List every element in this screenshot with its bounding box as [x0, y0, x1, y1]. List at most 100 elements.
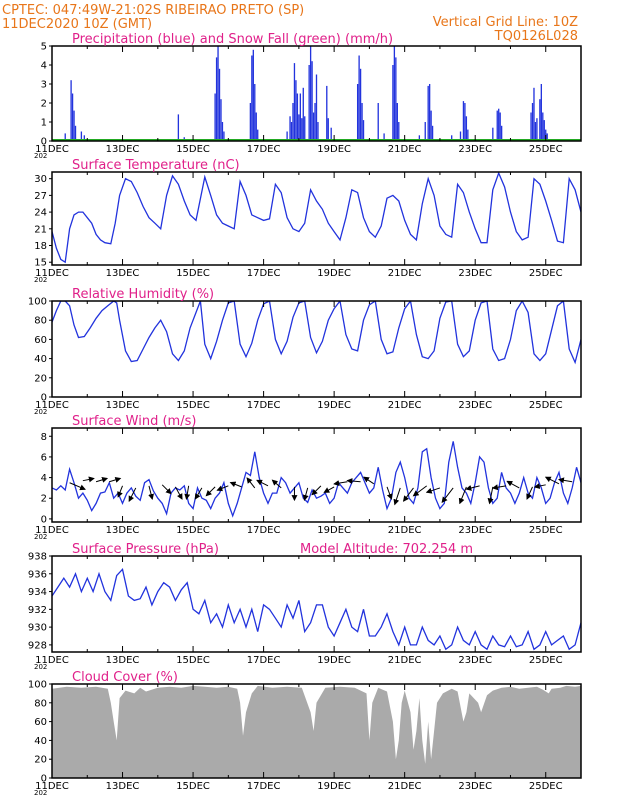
wind-vector-7	[161, 484, 172, 495]
pres-xlabel-1: 13DEC	[106, 655, 140, 666]
wind-vector-12	[216, 485, 229, 492]
precip-bar-75	[533, 87, 535, 141]
rh-xlabel-4: 19DEC	[317, 400, 351, 411]
wind-vector-18	[302, 487, 309, 501]
rh-ytick-label-1: 20	[34, 373, 47, 384]
rh-xlabel-3: 17DEC	[247, 400, 281, 411]
precip-bar-52	[393, 46, 396, 141]
pres-ytick-label-1: 930	[28, 623, 47, 634]
precip-bar-30	[299, 93, 301, 141]
wind-vector-19	[311, 485, 322, 496]
rh-ytick-label-5: 100	[28, 297, 47, 308]
precip-bar-1	[70, 80, 72, 141]
wind-vector-37	[544, 476, 560, 485]
precip-bar-7	[177, 114, 180, 141]
temp-xlabel-1: 13DEC	[106, 268, 140, 279]
cloud-year-stub: 202	[34, 789, 47, 797]
cloud-xlabel-3: 17DEC	[247, 781, 281, 792]
wind-xlabel-5: 21DEC	[388, 525, 422, 536]
precip-year-stub: 202	[34, 152, 47, 160]
wind-xlabel-2: 15DEC	[176, 525, 210, 536]
precip-bar-49	[377, 103, 379, 141]
precip-bar-35	[309, 46, 312, 141]
precip-bar-51	[392, 65, 394, 141]
pres-ytick-label-2: 932	[28, 605, 47, 616]
precip-bar-66	[465, 116, 468, 141]
pres-xlabel-2: 15DEC	[176, 655, 210, 666]
precip-bar-15	[223, 131, 225, 141]
precip-bar-9	[214, 93, 216, 141]
precip-bar-13	[220, 99, 222, 141]
precip-bar-31	[301, 118, 303, 141]
precip-ytick-label-3: 3	[41, 80, 47, 91]
precip-bar-34	[308, 65, 310, 141]
pres-series-line	[52, 567, 581, 651]
wind-xlabel-7: 25DEC	[529, 525, 563, 536]
precip-ytick-label-1: 1	[41, 118, 47, 129]
temp-xlabel-3: 17DEC	[247, 268, 281, 279]
temp-series-line	[52, 172, 581, 264]
wind-ytick-label-4: 8	[41, 432, 47, 443]
precip-bar-21	[257, 129, 259, 141]
precip-bar-14	[221, 122, 224, 141]
pres-xlabel-6: 23DEC	[458, 655, 492, 666]
precip-bar-64	[462, 101, 465, 141]
precip-xlabel-5: 21DEC	[388, 144, 422, 155]
precip-ytick-label-5: 5	[41, 42, 47, 53]
panel-wind: 0 2 4 6 8 11DEC 13DEC 15DEC 17DEC 19DEC 21DEC 23DEC…	[34, 414, 582, 541]
precip-bar-78	[539, 99, 541, 141]
wind-vector-3	[109, 476, 122, 483]
pres-title: Surface Pressure (hPa)	[72, 542, 219, 557]
frame-pres	[51, 555, 582, 653]
rh-ytick-label-4: 80	[34, 316, 47, 327]
precip-bar-54	[396, 103, 398, 141]
precip-bar-38	[314, 103, 316, 141]
rh-xlabel-0: 11DEC	[35, 400, 69, 411]
precip-bar-43	[330, 127, 332, 141]
precip-bar-44	[356, 84, 359, 141]
wind-vector-24	[386, 486, 393, 500]
precip-bar-76	[534, 122, 537, 141]
precip-xlabel-0: 11DEC	[35, 144, 69, 155]
wind-vector-33	[491, 484, 507, 491]
cloud-ytick-label-5: 100	[28, 680, 47, 691]
precip-bar-26	[293, 63, 296, 141]
precip-bar-18	[252, 49, 254, 141]
pres-xlabel-5: 21DEC	[388, 655, 422, 666]
panel-cloud: 0 20 40 60 80 100 11DEC 13DEC 15DEC 17DEC 19DEC 21D…	[28, 670, 582, 797]
temp-title: Surface Temperature (nC)	[72, 158, 240, 173]
precip-bar-67	[467, 129, 469, 141]
precip-bar-68	[492, 127, 494, 141]
frame-wind	[51, 427, 582, 523]
wind-vector-14	[246, 477, 256, 489]
rh-xlabel-2: 15DEC	[176, 400, 210, 411]
precip-bar-57	[424, 122, 426, 141]
precip-bar-27	[295, 80, 297, 141]
header-run-time: 11DEC2020 10Z (GMT)	[2, 17, 152, 32]
precip-bar-45	[358, 55, 360, 141]
wind-series-line	[52, 441, 581, 518]
precip-ytick-label-4: 4	[41, 61, 47, 72]
wind-vector-11	[205, 486, 216, 497]
wind-xlabel-6: 23DEC	[458, 525, 492, 536]
precip-bar-80	[542, 112, 544, 141]
precip-bar-47	[361, 103, 363, 141]
precip-bar-4	[74, 125, 77, 141]
wind-xlabel-4: 19DEC	[317, 525, 351, 536]
wind-vector-15	[256, 479, 269, 487]
pres-ytick-label-0: 928	[28, 640, 47, 651]
header-model: TQ0126L028	[494, 29, 578, 44]
wind-vector-29	[441, 487, 454, 504]
wind-vector-4	[117, 485, 123, 498]
precip-bar-16	[249, 103, 252, 141]
wind-ytick-label-3: 6	[41, 452, 47, 463]
rh-series-line	[52, 301, 581, 365]
cloud-xlabel-0: 11DEC	[35, 781, 69, 792]
pres-annotation: Model Altitude: 702.254 m	[300, 542, 473, 557]
precip-bar-72	[500, 125, 503, 141]
pres-year-stub: 202	[34, 663, 47, 671]
wind-ytick-label-2: 4	[41, 473, 47, 484]
precip-bar-60	[430, 110, 432, 141]
precip-bar-79	[540, 84, 542, 141]
